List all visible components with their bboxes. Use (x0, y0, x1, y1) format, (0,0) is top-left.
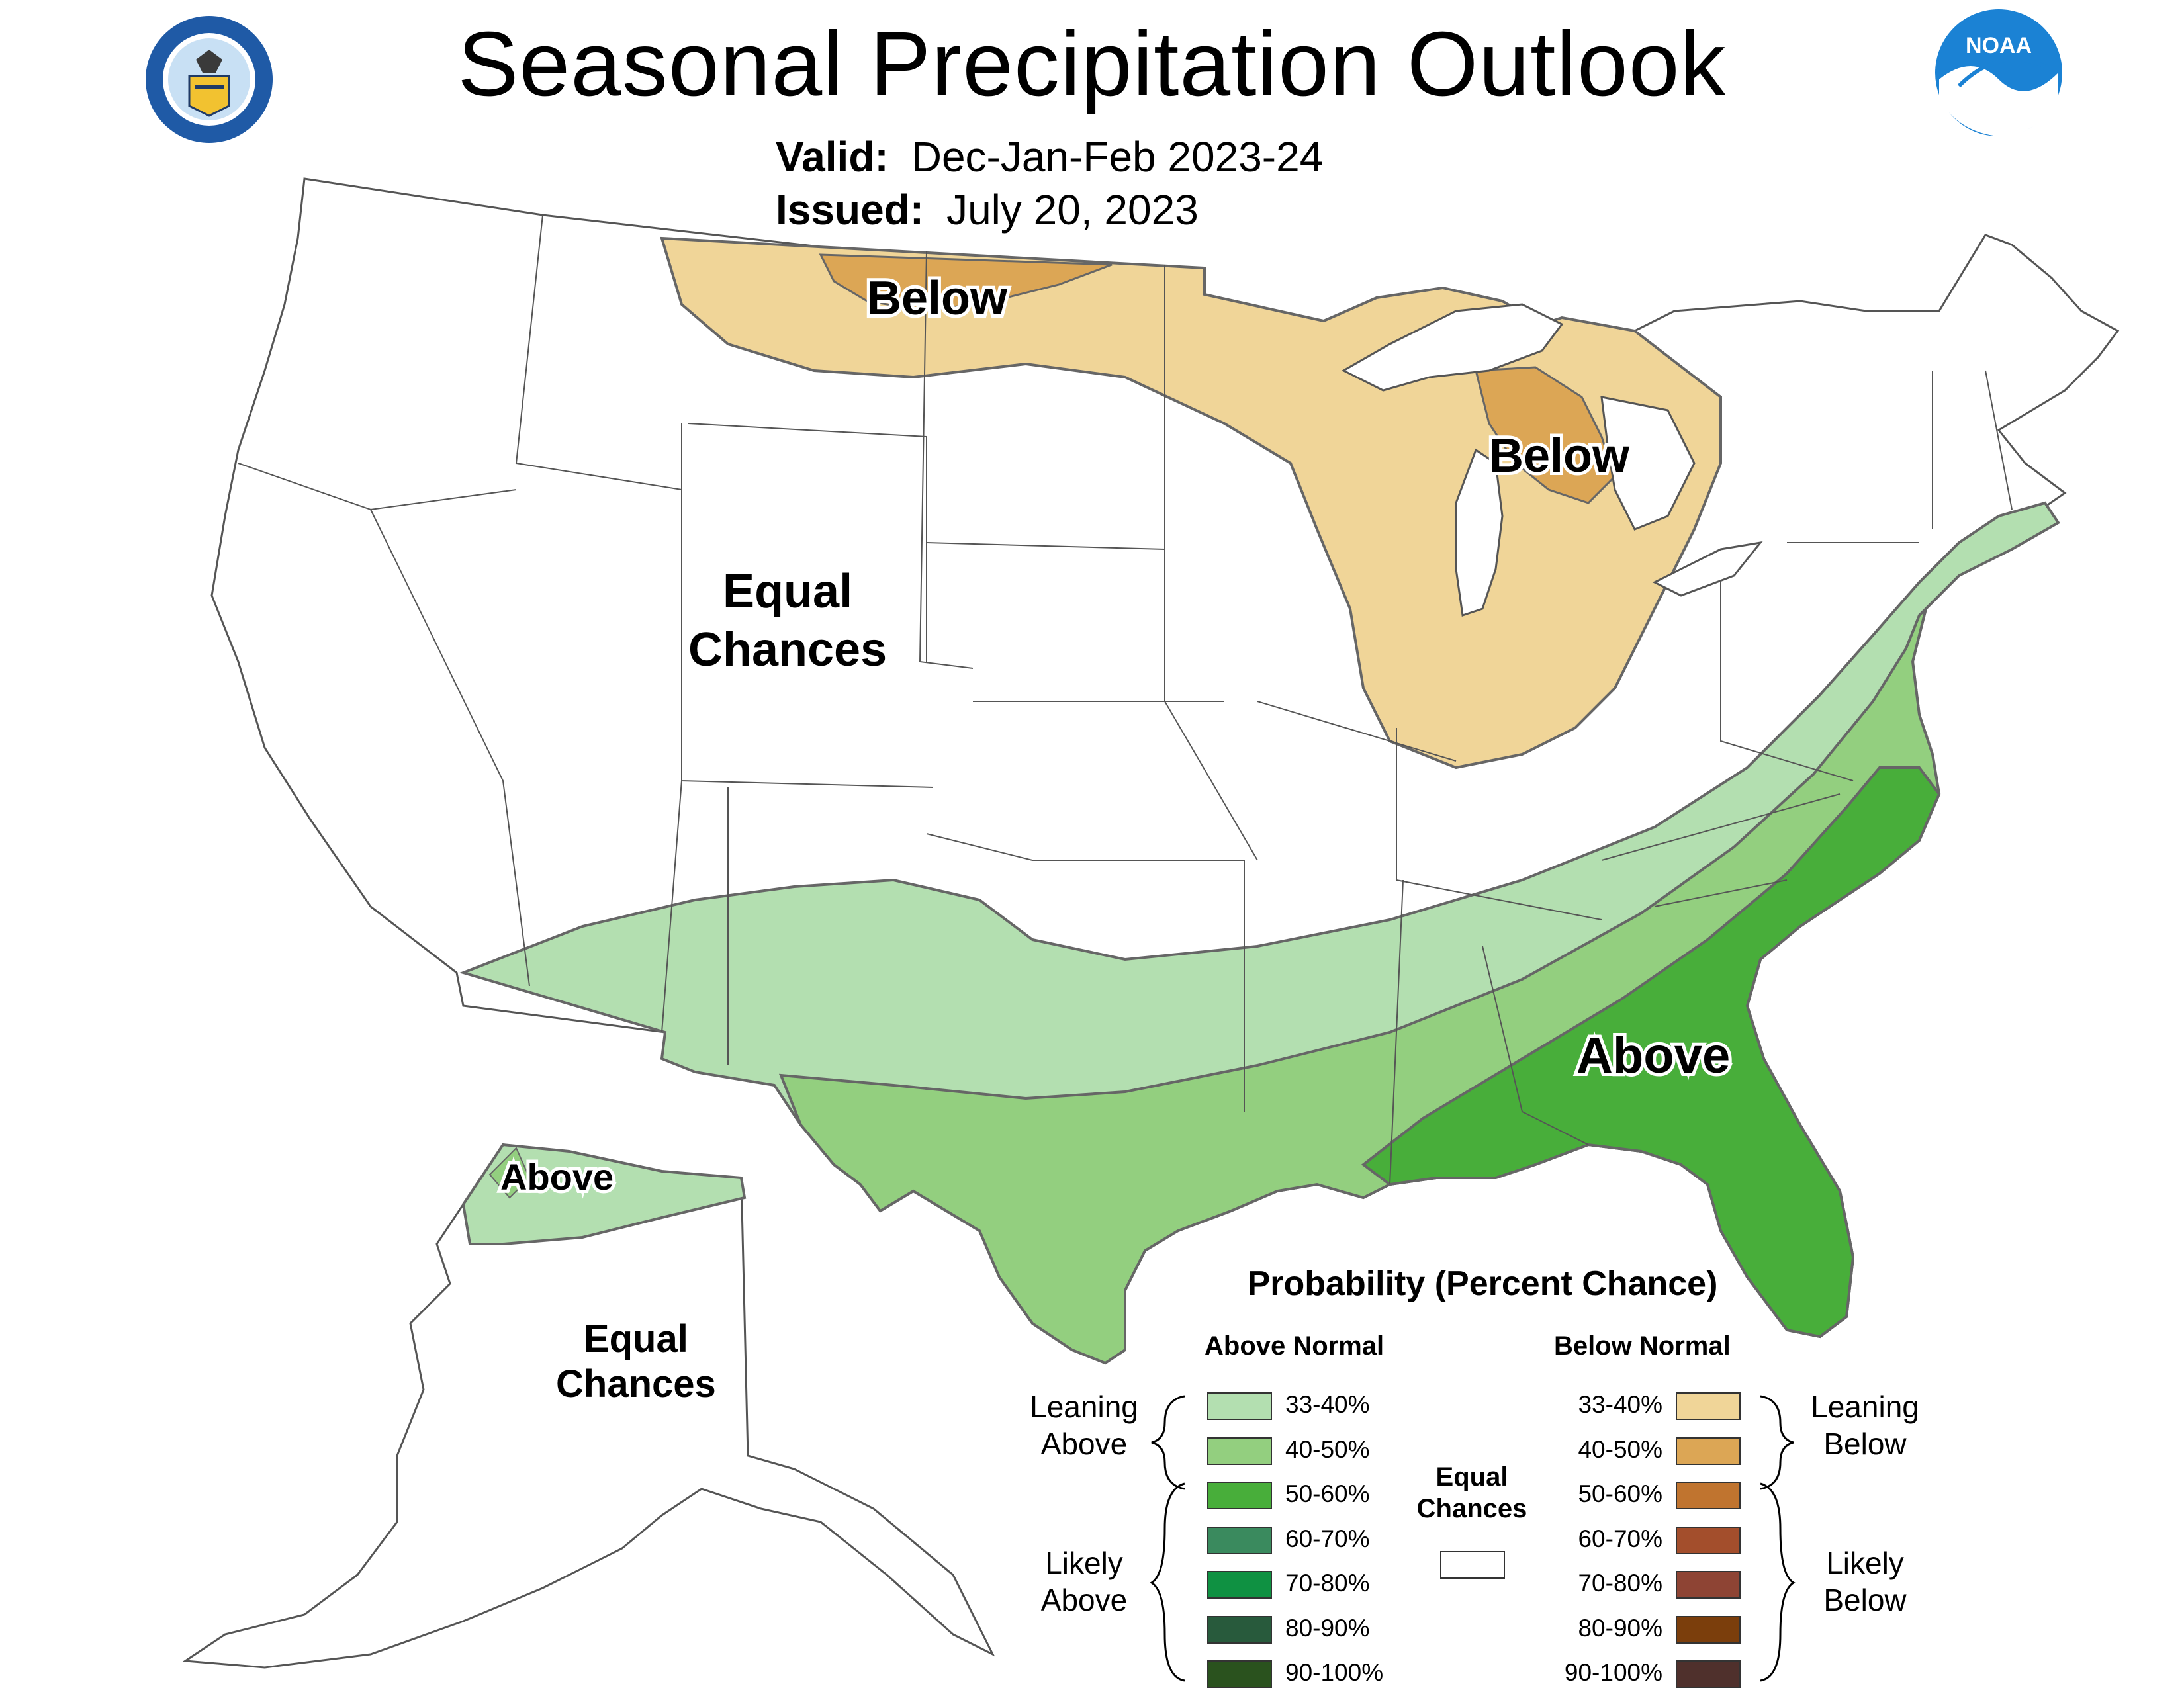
noaa-logo-text: NOAA (1966, 33, 2032, 58)
legend-below-bin-label: 33-40% (1578, 1391, 1662, 1418)
legend-above-bin-swatch (1207, 1615, 1272, 1644)
label-equal-chances-alaska: Equal Chances (556, 1317, 716, 1407)
legend-above-bin-label: 50-60% (1285, 1480, 1370, 1507)
legend-above-bin-swatch (1207, 1437, 1272, 1465)
noaa-logo-icon: NOAA (1935, 9, 2062, 137)
legend-below-bin-label: 60-70% (1578, 1525, 1662, 1552)
lake-superior (1341, 303, 1564, 392)
likely-below-line1: Likely (1826, 1546, 1904, 1580)
legend-below-bin-swatch (1676, 1571, 1741, 1599)
issued-value: July 20, 2023 (946, 186, 1199, 234)
legend-equal-chances-label: Equal Chances (1406, 1461, 1538, 1525)
legend-above-bin-label: 80-90% (1285, 1614, 1370, 1642)
issued-row: Issued: July 20, 2023 (776, 185, 1199, 234)
lake-erie (1652, 541, 1763, 597)
doc-seal-icon (146, 16, 273, 143)
legend-likely-above: Likely Above (1018, 1544, 1150, 1619)
label-above-alaska: Above (497, 1153, 617, 1201)
valid-value: Dec-Jan-Feb 2023-24 (911, 133, 1324, 181)
legend-above-bin-swatch (1207, 1571, 1272, 1599)
legend-above-header: Above Normal (1205, 1331, 1385, 1360)
legend-leaning-below: Leaning Below (1799, 1388, 1931, 1462)
legend-below-bin-swatch (1676, 1437, 1741, 1465)
legend-above-bin-label: 40-50% (1285, 1435, 1370, 1463)
leaning-above-line2: Above (1040, 1427, 1128, 1461)
legend-above-bin-label: 90-100% (1285, 1659, 1384, 1686)
legend-above-bin-swatch (1207, 1526, 1272, 1554)
legend-above-bin-label: 33-40% (1285, 1391, 1370, 1418)
valid-row: Valid: Dec-Jan-Feb 2023-24 (776, 132, 1323, 181)
legend-below-bin-swatch (1676, 1660, 1741, 1688)
legend-above-bin-swatch (1207, 1392, 1272, 1420)
alaska-above-core (488, 1147, 531, 1199)
label-below-great-lakes: Below (1486, 426, 1633, 486)
legend-above-bin-swatch (1207, 1482, 1272, 1509)
alaska-land (182, 1143, 995, 1669)
legend-below-bin-label: 50-60% (1578, 1480, 1662, 1507)
legend-below-bin-swatch (1676, 1526, 1741, 1554)
issued-label: Issued: (776, 186, 925, 234)
valid-label: Valid: (776, 133, 889, 181)
legend-below-bin-swatch (1676, 1482, 1741, 1509)
label-above-southeast: Above (1573, 1024, 1733, 1087)
legend-above-bin-label: 70-80% (1285, 1570, 1370, 1597)
legend-below-bin-label: 70-80% (1578, 1570, 1662, 1597)
below-core-upper-michigan (1475, 366, 1616, 504)
legend-leaning-above: Leaning Above (1018, 1388, 1150, 1462)
lake-huron (1600, 396, 1696, 531)
label-equal-chances-alaska-line2: Chances (556, 1362, 716, 1405)
leaning-below-line2: Below (1823, 1427, 1907, 1461)
legend-below-bin-label: 80-90% (1578, 1614, 1662, 1642)
equal-chances-line2: Chances (1416, 1494, 1527, 1523)
label-below-northern-plains: Below (864, 269, 1011, 328)
leaning-above-line1: Leaning (1030, 1390, 1138, 1424)
legend-likely-below: Likely Below (1799, 1544, 1931, 1619)
legend-below-bin-label: 40-50% (1578, 1435, 1662, 1463)
leaning-below-line1: Leaning (1811, 1390, 1919, 1424)
legend-above-bin-swatch (1207, 1660, 1272, 1688)
above-50-60-region (1361, 766, 1941, 1339)
likely-below-line2: Below (1823, 1583, 1907, 1617)
label-equal-chances-alaska-line1: Equal (583, 1317, 688, 1360)
legend-title: Probability (Percent Chance) (1247, 1265, 1718, 1303)
label-equal-chances-conus-line2: Chances (688, 623, 887, 676)
likely-above-line2: Above (1040, 1583, 1128, 1617)
legend-below-header: Below Normal (1554, 1331, 1731, 1360)
lake-michigan (1455, 448, 1504, 617)
page-title: Seasonal Precipitation Outlook (457, 13, 1727, 115)
label-equal-chances-conus: Equal Chances (688, 562, 887, 679)
legend-below-bin-swatch (1676, 1392, 1741, 1420)
equal-chances-line1: Equal (1435, 1462, 1508, 1491)
legend-equal-chances-swatch (1440, 1551, 1505, 1579)
legend-below-bin-label: 90-100% (1564, 1659, 1662, 1686)
state-boundaries (238, 214, 2013, 1185)
legend-below-bin-swatch (1676, 1615, 1741, 1644)
alaska-above-leaning (461, 1143, 747, 1245)
legend-above-bin-label: 60-70% (1285, 1525, 1370, 1552)
label-equal-chances-conus-line1: Equal (723, 565, 853, 618)
likely-above-line1: Likely (1045, 1546, 1123, 1580)
below-core-northern-plains (819, 253, 1113, 312)
